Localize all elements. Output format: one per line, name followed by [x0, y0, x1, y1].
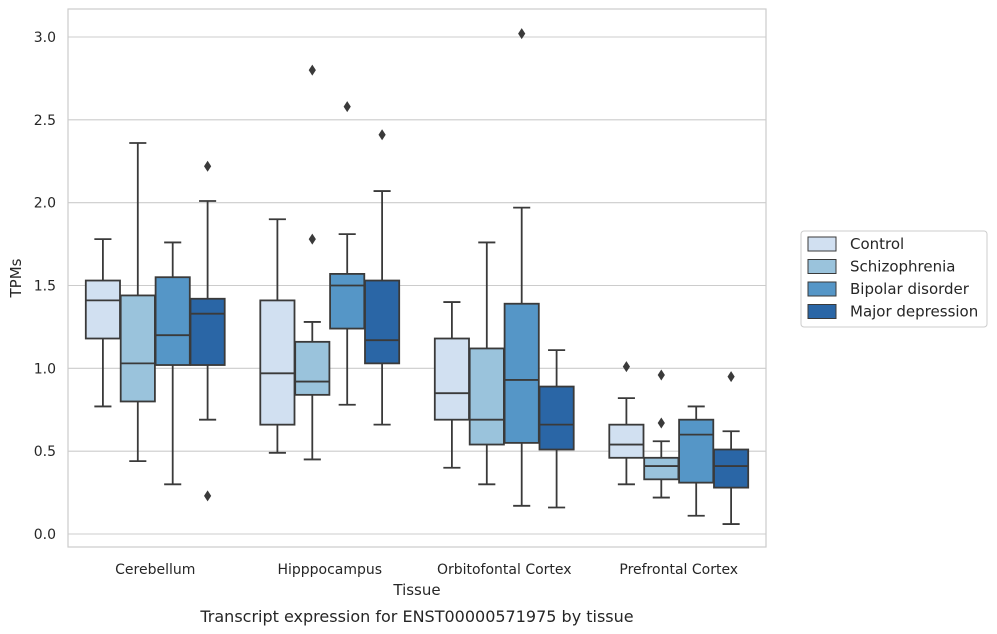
box-schizophrenia — [468, 241, 505, 486]
box-iqr — [468, 347, 505, 446]
box-bipolar-disorder — [154, 241, 191, 486]
legend-swatch — [807, 236, 837, 252]
legend-label: Bipolar disorder — [850, 280, 970, 298]
y-tick-label: 2.5 — [34, 113, 56, 129]
box-schizophrenia — [643, 369, 680, 499]
x-tick-labels: Cerebellum Hipppocampus Orbitofontal Corte… — [115, 562, 738, 578]
box-iqr — [189, 297, 226, 366]
box-control — [433, 301, 470, 469]
outlier-point — [378, 129, 386, 141]
y-tick-label: 1.5 — [34, 279, 56, 295]
legend-swatch — [807, 259, 837, 274]
legend-items: Control Schizophrenia Bipolar disorder Majo… — [807, 235, 978, 321]
outlier-point — [518, 28, 526, 40]
outlier-point — [308, 233, 316, 245]
box-control — [608, 361, 645, 486]
box-iqr — [154, 276, 191, 366]
box-iqr — [643, 456, 680, 481]
box-major-depression — [189, 160, 226, 502]
y-tick-label: 2.0 — [34, 196, 56, 212]
legend-label: Control — [850, 235, 904, 253]
box-schizophrenia — [294, 64, 331, 461]
y-axis-title: TPMs — [7, 258, 25, 298]
box-iqr — [84, 279, 121, 340]
legend: Control Schizophrenia Bipolar disorder Majo… — [800, 230, 988, 328]
y-tick-labels: 0.0 0.5 1.0 1.5 2.0 2.5 3.0 — [34, 30, 56, 543]
box-major-depression — [713, 371, 750, 525]
y-tick-label: 1.0 — [34, 361, 56, 377]
box-schizophrenia — [119, 142, 156, 463]
box-major-depression — [538, 349, 575, 509]
outlier-point — [727, 371, 735, 383]
outlier-point — [308, 64, 316, 76]
box-iqr — [678, 418, 715, 484]
box-iqr — [364, 279, 401, 365]
outlier-point — [622, 361, 630, 373]
boxes-layer — [84, 28, 750, 525]
box-bipolar-disorder — [503, 28, 540, 507]
x-tick-label: Hipppocampus — [277, 562, 382, 578]
y-tick-label: 0.5 — [34, 444, 56, 460]
box-bipolar-disorder — [678, 405, 715, 517]
box-iqr — [503, 302, 540, 444]
legend-swatch — [807, 281, 837, 297]
box-control — [259, 218, 296, 454]
legend-frame — [800, 230, 988, 328]
x-tick-label: Orbitofontal Cortex — [437, 562, 572, 578]
outlier-point — [343, 101, 351, 113]
box-iqr — [713, 448, 750, 489]
x-axis-title: Tissue — [392, 581, 440, 599]
plot-frame — [67, 8, 767, 548]
legend-label: Schizophrenia — [850, 258, 955, 276]
box-bipolar-disorder — [329, 101, 366, 406]
outlier-point — [657, 417, 665, 429]
box-iqr — [433, 337, 470, 421]
box-control — [84, 238, 121, 408]
figure-caption: Transcript expression for ENST0000057197… — [199, 607, 633, 626]
legend-label: Major depression — [850, 303, 978, 321]
outlier-point — [204, 490, 212, 502]
x-tick-label: Cerebellum — [115, 562, 195, 578]
x-tick-label: Prefrontal Cortex — [619, 562, 738, 578]
y-tick-label: 3.0 — [34, 30, 56, 46]
box-iqr — [608, 423, 645, 459]
outlier-point — [657, 369, 665, 381]
outlier-point — [204, 160, 212, 172]
box-iqr — [294, 340, 331, 396]
y-tick-label: 0.0 — [34, 527, 56, 543]
box-major-depression — [364, 129, 401, 426]
box-iqr — [538, 385, 575, 451]
legend-swatch — [807, 304, 837, 319]
box-iqr — [329, 273, 366, 330]
box-iqr — [119, 294, 156, 403]
box-iqr — [259, 299, 296, 426]
